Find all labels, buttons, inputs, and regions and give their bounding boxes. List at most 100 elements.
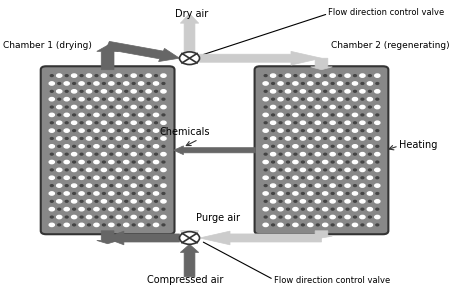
Circle shape xyxy=(101,200,107,203)
Circle shape xyxy=(352,145,357,148)
Circle shape xyxy=(331,98,334,100)
Circle shape xyxy=(154,160,159,164)
Circle shape xyxy=(338,106,342,108)
Circle shape xyxy=(161,90,166,93)
Circle shape xyxy=(88,208,91,210)
Circle shape xyxy=(285,121,291,124)
Circle shape xyxy=(368,200,371,202)
Circle shape xyxy=(138,82,144,85)
Circle shape xyxy=(138,145,144,148)
Circle shape xyxy=(64,176,69,179)
Circle shape xyxy=(352,208,357,211)
Circle shape xyxy=(58,224,61,226)
Circle shape xyxy=(360,74,365,77)
Circle shape xyxy=(79,223,84,227)
Circle shape xyxy=(110,153,113,155)
Circle shape xyxy=(110,122,113,124)
Circle shape xyxy=(95,138,98,139)
Circle shape xyxy=(155,185,157,186)
Circle shape xyxy=(132,83,135,84)
Circle shape xyxy=(330,121,335,124)
Circle shape xyxy=(73,177,75,179)
Polygon shape xyxy=(200,51,321,65)
Circle shape xyxy=(330,184,335,187)
Circle shape xyxy=(49,208,55,211)
Circle shape xyxy=(155,75,157,77)
Circle shape xyxy=(309,75,312,77)
Circle shape xyxy=(110,169,113,171)
Circle shape xyxy=(360,137,365,140)
Circle shape xyxy=(116,121,121,124)
Circle shape xyxy=(264,153,267,155)
Circle shape xyxy=(110,138,113,139)
Circle shape xyxy=(86,74,91,77)
Circle shape xyxy=(95,153,98,155)
Circle shape xyxy=(147,208,150,210)
Circle shape xyxy=(56,184,62,187)
Circle shape xyxy=(65,106,68,108)
Circle shape xyxy=(50,216,53,218)
Circle shape xyxy=(80,200,83,202)
Circle shape xyxy=(147,83,150,84)
Circle shape xyxy=(330,215,335,219)
Circle shape xyxy=(73,83,75,84)
Circle shape xyxy=(301,98,304,100)
Circle shape xyxy=(72,121,77,124)
Circle shape xyxy=(180,232,200,244)
Circle shape xyxy=(279,106,282,108)
Circle shape xyxy=(337,192,343,195)
Circle shape xyxy=(315,121,320,124)
Circle shape xyxy=(58,208,61,210)
Circle shape xyxy=(272,83,274,84)
Circle shape xyxy=(64,82,69,85)
Circle shape xyxy=(285,90,291,93)
Circle shape xyxy=(72,168,77,172)
Circle shape xyxy=(293,82,298,85)
Circle shape xyxy=(72,74,77,77)
Circle shape xyxy=(264,122,267,124)
Circle shape xyxy=(316,192,319,194)
Circle shape xyxy=(124,97,129,101)
Circle shape xyxy=(109,145,114,148)
Circle shape xyxy=(49,97,55,101)
Circle shape xyxy=(88,192,91,194)
Circle shape xyxy=(86,121,91,124)
Circle shape xyxy=(315,153,320,156)
Circle shape xyxy=(264,75,267,77)
Circle shape xyxy=(140,90,143,92)
Circle shape xyxy=(337,129,343,132)
Circle shape xyxy=(287,114,290,116)
Circle shape xyxy=(147,177,150,179)
Circle shape xyxy=(294,90,297,92)
Circle shape xyxy=(331,130,334,131)
Polygon shape xyxy=(106,41,180,62)
Circle shape xyxy=(293,223,298,227)
Circle shape xyxy=(162,98,165,100)
Circle shape xyxy=(285,168,291,172)
Circle shape xyxy=(65,122,68,124)
Circle shape xyxy=(300,74,305,77)
Circle shape xyxy=(271,74,276,77)
Circle shape xyxy=(86,184,91,187)
Circle shape xyxy=(308,97,313,101)
Circle shape xyxy=(271,184,276,187)
Circle shape xyxy=(263,113,268,116)
Circle shape xyxy=(110,200,113,202)
Polygon shape xyxy=(97,45,118,70)
Circle shape xyxy=(263,192,268,195)
Circle shape xyxy=(80,153,83,155)
Circle shape xyxy=(58,192,61,194)
Circle shape xyxy=(125,169,128,171)
Circle shape xyxy=(309,185,312,186)
Circle shape xyxy=(64,208,69,211)
Circle shape xyxy=(272,145,274,147)
Circle shape xyxy=(263,208,268,211)
Circle shape xyxy=(337,208,343,211)
Circle shape xyxy=(102,130,105,131)
Circle shape xyxy=(301,161,304,163)
Circle shape xyxy=(102,208,105,210)
Circle shape xyxy=(140,185,143,186)
Circle shape xyxy=(95,75,98,77)
Circle shape xyxy=(125,216,128,218)
Circle shape xyxy=(309,90,312,92)
